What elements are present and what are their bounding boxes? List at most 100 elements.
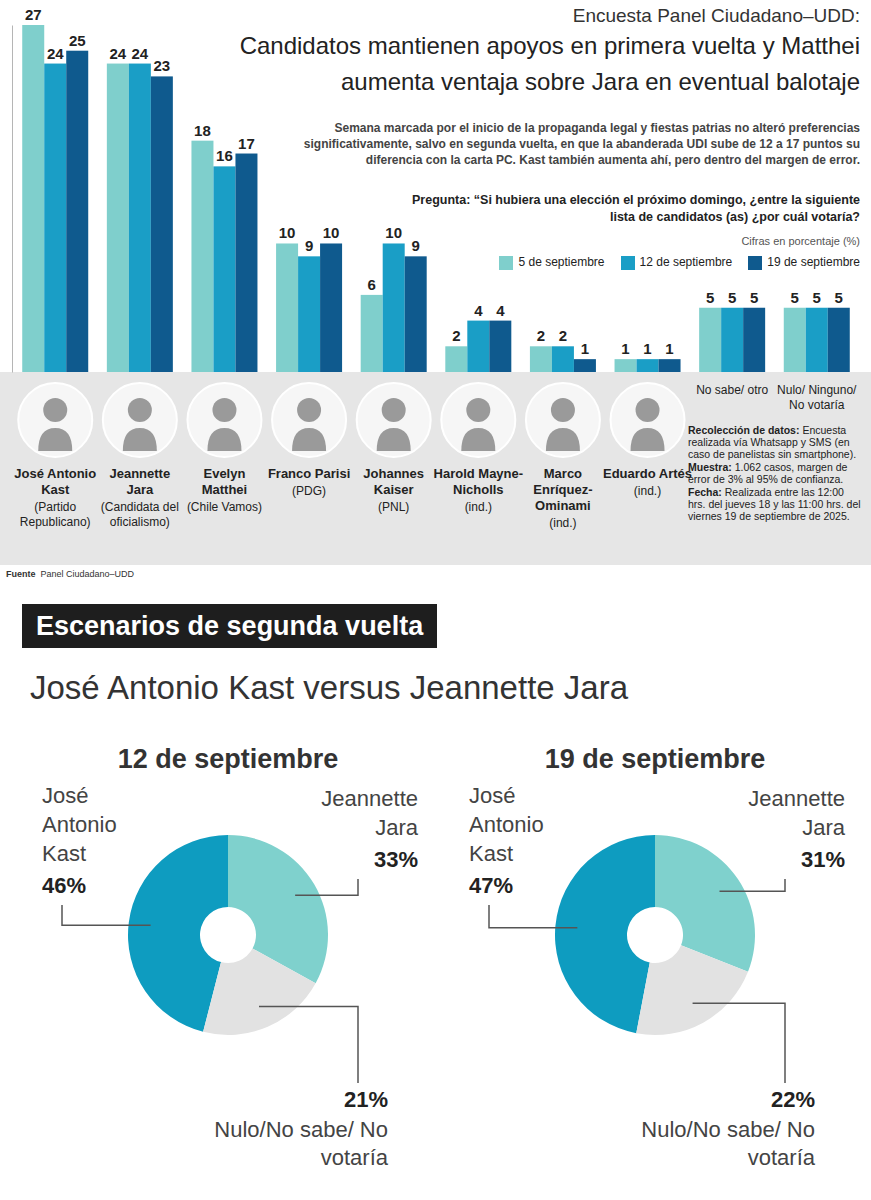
legend-swatch: [748, 256, 762, 270]
bar: [151, 76, 173, 372]
data-label: 2: [452, 327, 460, 344]
bar: [361, 295, 383, 372]
bar: [213, 166, 235, 372]
candidate-name: Marco Enríquez-Ominami: [518, 466, 609, 514]
photo-placeholder: [441, 383, 515, 457]
slice-label: JoséAntonioKast: [469, 783, 544, 866]
category-label: Marco Enríquez-Ominami (ind.): [518, 466, 609, 531]
photo-shoulders: [377, 428, 411, 451]
note-label: Recolección de datos:: [688, 424, 799, 436]
data-label: 27: [25, 6, 42, 23]
photo-shoulders: [38, 428, 72, 451]
units: Cifras en porcentaje (%): [741, 234, 860, 248]
slice-value: 46%: [42, 873, 86, 898]
candidate-name: Johannes Kaiser: [348, 466, 439, 498]
leader-line: [295, 879, 358, 895]
slice-label-line: José: [469, 783, 515, 808]
slice-value: 47%: [469, 873, 513, 898]
title: Candidatos mantienen apoyos en primera v…: [180, 28, 860, 100]
bar: [298, 256, 320, 372]
photo-placeholder: [187, 383, 261, 457]
header: Encuesta Panel Ciudadano–UDD:: [573, 4, 860, 28]
photo-head: [636, 398, 660, 422]
notes: Recolección de datos:Encuesta realizada …: [688, 424, 864, 523]
bar: [659, 359, 681, 372]
data-label: 5: [835, 289, 843, 306]
photo-shoulders: [461, 428, 495, 451]
slice-value: 21%: [344, 1087, 388, 1112]
bar: [784, 308, 806, 372]
slice-label: Nulo/No sabe/ Novotaría: [641, 1117, 815, 1170]
candidate-party: (PDG): [264, 484, 355, 499]
category-label: Eduardo Artés(ind.): [602, 466, 693, 499]
chart-canvas: 2724181062215524241691042155252317109411…: [0, 0, 871, 1200]
slice-label-line: votaría: [748, 1145, 816, 1170]
photo-frame: [611, 383, 685, 457]
note: Recolección de datos:Encuesta realizada …: [688, 424, 864, 460]
category-label: Harold Mayne-Nicholls(ind.): [433, 466, 524, 515]
candidate-name: Harold Mayne-Nicholls: [433, 466, 524, 498]
data-label: 5: [706, 289, 714, 306]
slice-value: 33%: [374, 847, 418, 872]
candidate-party: (Candidata del oficialismo): [95, 500, 186, 530]
data-label: 5: [750, 289, 758, 306]
source-label: Fuente: [6, 569, 36, 579]
data-label: 1: [665, 340, 673, 357]
photo-head: [551, 398, 575, 422]
photo-head: [43, 398, 67, 422]
data-label: 24: [132, 45, 149, 62]
photo-frame: [526, 383, 600, 457]
photo-frame: [18, 383, 92, 457]
bar: [405, 256, 427, 372]
bar: [615, 359, 637, 372]
data-label: 6: [368, 276, 376, 293]
slice-label: JeannetteJara: [321, 786, 418, 840]
data-label: 4: [496, 302, 505, 319]
bar: [22, 25, 44, 372]
photo-placeholder: [18, 383, 92, 457]
photo-placeholder: [272, 383, 346, 457]
leader-line: [693, 1003, 785, 1083]
photo-placeholder: [611, 383, 685, 457]
data-label: 24: [47, 45, 64, 62]
bar: [129, 64, 151, 372]
leader-line: [720, 879, 785, 891]
photo-frame: [441, 383, 515, 457]
data-label: 24: [110, 45, 127, 62]
candidate-party: (ind.): [518, 516, 609, 531]
photo-shoulders: [631, 428, 665, 451]
photo-head: [128, 398, 152, 422]
legend-item: 19 de septiembre: [748, 255, 860, 270]
bar: [552, 346, 574, 372]
data-label: 4: [474, 302, 483, 319]
data-label: 1: [581, 340, 589, 357]
candidate-name: Jeannette Jara: [95, 466, 186, 498]
candidate-party: (ind.): [602, 484, 693, 499]
note-label: Fecha:: [688, 486, 722, 498]
bar: [530, 346, 552, 372]
slices: [128, 835, 328, 1035]
bar: [276, 243, 298, 372]
bar: [699, 308, 721, 372]
bar: [320, 243, 342, 372]
data-label: 2: [537, 327, 545, 344]
legend-label: 5 de septiembre: [518, 255, 604, 270]
bar: [828, 308, 850, 372]
data-label: 1: [621, 340, 629, 357]
data-label: 10: [385, 224, 402, 241]
photo-head: [382, 398, 406, 422]
slice-value: 22%: [771, 1087, 815, 1112]
photo-frame: [187, 383, 261, 457]
data-label: 10: [279, 224, 296, 241]
bar: [66, 51, 88, 372]
question: Pregunta: “Si hubiera una elección el pr…: [400, 192, 860, 226]
text-layer: José Antonio Kast(Partido Republicano)Je…: [0, 0, 871, 1200]
data-label: 18: [194, 122, 211, 139]
bar: [489, 321, 511, 372]
slice-label-line: Kast: [469, 841, 513, 866]
slice-label: Nulo/No sabe/ Novotaría: [214, 1117, 388, 1170]
candidate-name: Evelyn Matthei: [179, 466, 270, 498]
data-label: 23: [154, 57, 171, 74]
slice: [636, 945, 748, 1035]
bar: [743, 308, 765, 372]
